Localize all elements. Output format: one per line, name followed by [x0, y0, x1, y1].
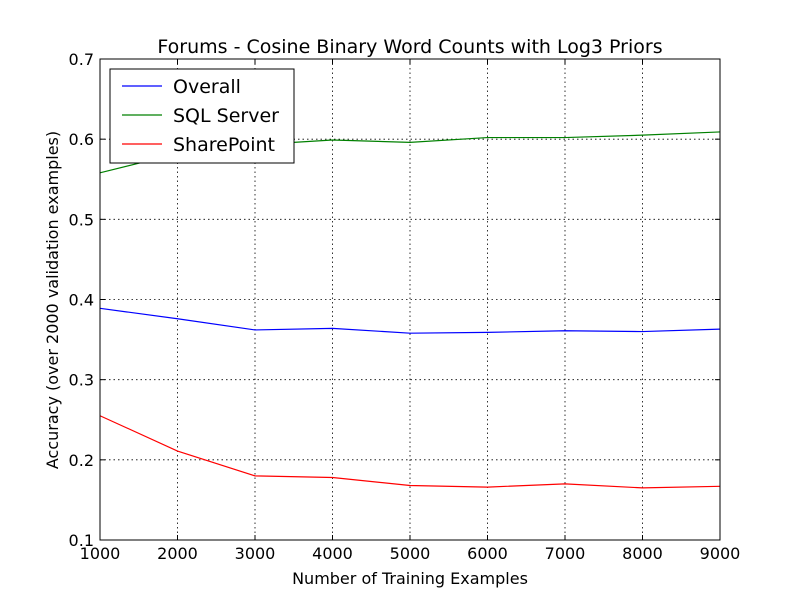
chart-title: Forums - Cosine Binary Word Counts with … [157, 36, 662, 58]
series-line-overall [99, 307, 721, 334]
x-tick-labels: 1000 2000 3000 4000 5000 6000 7000 8000 9000 [80, 544, 741, 563]
x-tick-label: 7000 [545, 544, 586, 563]
y-tick-label: 0.7 [69, 50, 94, 69]
legend-label-sharepoint: SharePoint [173, 134, 275, 156]
axis-ticks [99, 58, 721, 541]
x-tick-label: 8000 [622, 544, 663, 563]
gridlines [100, 59, 720, 540]
x-axis-label: Number of Training Examples [292, 569, 528, 588]
legend-label-overall: Overall [173, 76, 241, 98]
y-tick-label: 0.1 [69, 531, 94, 550]
y-tick-label: 0.4 [69, 291, 94, 310]
y-tick-label: 0.2 [69, 451, 94, 470]
x-tick-label: 2000 [157, 544, 198, 563]
legend: Overall SQL Server SharePoint [109, 68, 295, 164]
x-tick-label: 3000 [235, 544, 276, 563]
y-tick-label: 0.6 [69, 130, 94, 149]
series-line-sharepoint [99, 415, 721, 489]
y-tick-label: 0.3 [69, 371, 94, 390]
x-tick-label: 5000 [390, 544, 431, 563]
x-tick-label: 9000 [700, 544, 741, 563]
x-tick-label: 6000 [467, 544, 508, 563]
y-axis-label: Accuracy (over 2000 validation examples) [43, 131, 62, 469]
y-tick-labels: 0.1 0.2 0.3 0.4 0.5 0.6 0.7 [69, 50, 94, 550]
x-tick-label: 4000 [312, 544, 353, 563]
x-tick-label: 1000 [80, 544, 121, 563]
legend-box [109, 68, 295, 164]
y-tick-label: 0.5 [69, 210, 94, 229]
legend-label-sql-server: SQL Server [173, 105, 279, 127]
